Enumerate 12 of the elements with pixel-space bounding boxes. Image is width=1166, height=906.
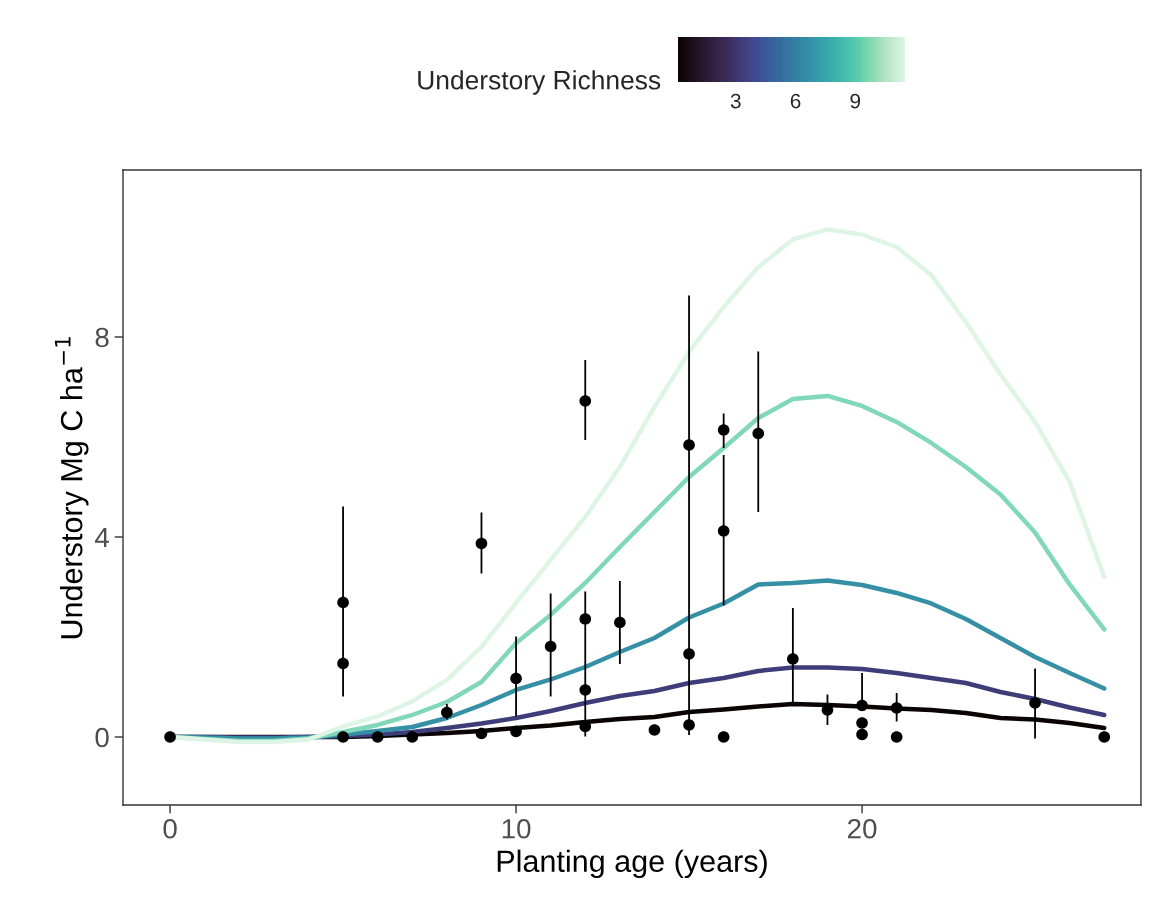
x-tick-label: 20 [848, 818, 877, 839]
color-bar-label: 3 [730, 93, 741, 109]
x-axis-title: Planting age (years) [497, 849, 767, 879]
x-tick-label: 10 [502, 818, 531, 839]
color-bar-label: 6 [790, 93, 801, 109]
y-axis-title: Understory Mg C ha$^{−1}$ [54, 337, 89, 639]
y-tick-label: 8 [95, 327, 109, 348]
y-tick-label: 0 [95, 727, 109, 748]
x-tick-label: 0 [163, 818, 177, 839]
y-tick-label: 4 [95, 527, 110, 548]
color-bar-title: Understory Richness [418, 70, 661, 95]
color-bar-label: 9 [850, 93, 861, 109]
